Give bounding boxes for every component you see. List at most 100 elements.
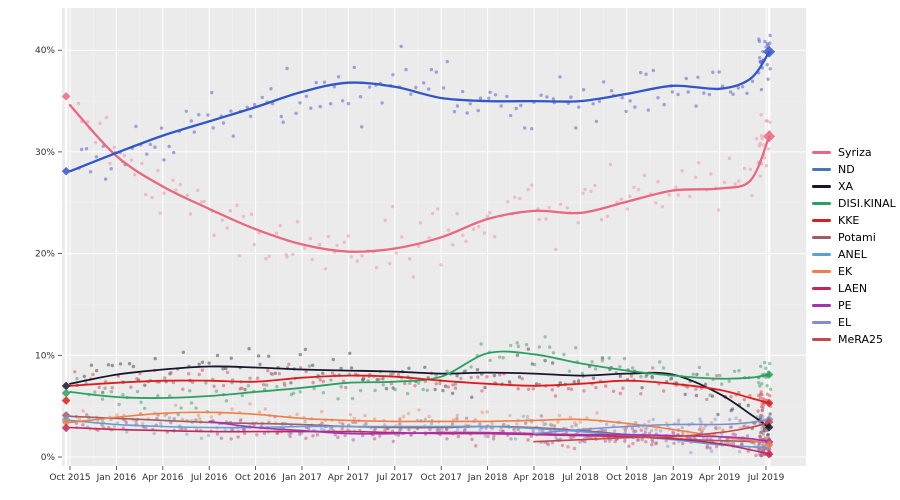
poll-point-Syriza (694, 175, 698, 179)
poll-point-EL (632, 430, 636, 434)
poll-point-Potami (681, 441, 685, 446)
poll-point-KKE (200, 368, 205, 372)
poll-point-ND (684, 76, 688, 81)
poll-point-ANEL (456, 427, 460, 432)
poll-point-DISI.KINAL (425, 388, 429, 392)
poll-point-Syriza (709, 172, 713, 176)
poll-point-XA (450, 391, 455, 395)
poll-point-KKE (377, 377, 381, 381)
poll-point-ND (269, 87, 273, 91)
poll-point-ND (519, 103, 523, 108)
poll-point-Syriza (547, 205, 551, 210)
poll-point-ND (103, 177, 108, 181)
poll-point-DISI.KINAL (139, 400, 143, 404)
poll-point-ND (545, 95, 549, 99)
poll-point-ND (488, 90, 492, 95)
legend-item-DISI.KINAL: DISI.KINAL (812, 195, 896, 212)
poll-point-Potami (630, 426, 635, 430)
poll-point-EL (713, 417, 717, 421)
poll-point-XA (640, 386, 644, 390)
election-diamond-EK (764, 440, 774, 449)
poll-point-Potami (351, 420, 355, 424)
poll-point-Potami (255, 433, 259, 437)
poll-point-DISI.KINAL (408, 381, 412, 385)
poll-point-EK (485, 410, 489, 414)
poll-point-Syriza (430, 211, 435, 216)
poll-point-Syriza (485, 214, 490, 218)
poll-point-DISI.KINAL (416, 381, 421, 385)
poll-point-ND (581, 88, 586, 92)
poll-point-PE (409, 433, 413, 437)
poll-point-DISI.KINAL (737, 369, 741, 373)
poll-point-Syriza (188, 212, 193, 216)
poll-point-KKE (403, 381, 407, 386)
poll-point-DISI.KINAL (590, 360, 594, 364)
poll-point-Syriza (267, 254, 271, 258)
poll-point-PE (462, 428, 467, 432)
poll-point-MeRA25 (560, 443, 565, 448)
poll-point-XA (746, 403, 750, 408)
legend-item-EK: EK (812, 263, 896, 280)
poll-point-DISI.KINAL (421, 387, 425, 392)
x-tick-label: Jul 2017 (375, 473, 413, 483)
poll-point-Syriza (762, 156, 767, 160)
poll-point-KKE (451, 383, 455, 387)
legend-item-KKE: KKE (812, 212, 896, 229)
poll-point-MeRA25 (721, 428, 725, 432)
poll-point-MeRA25 (728, 425, 733, 429)
poll-point-DISI.KINAL (100, 397, 105, 401)
poll-point-ND (248, 114, 253, 119)
poll-point-EK (595, 411, 599, 415)
poll-point-EK (417, 408, 421, 412)
poll-point-ND (455, 104, 460, 108)
poll-point-DISI.KINAL (593, 367, 598, 371)
legend-swatch-PE (812, 304, 831, 307)
poll-point-Syriza (558, 202, 563, 206)
poll-point-XA (215, 353, 220, 358)
poll-point-Syriza (766, 147, 771, 151)
poll-point-DISI.KINAL (644, 374, 648, 379)
poll-point-Syriza (750, 193, 754, 198)
poll-point-XA (247, 347, 251, 351)
poll-point-DISI.KINAL (732, 369, 737, 374)
poll-point-Syriza (733, 182, 737, 186)
poll-point-XA (153, 356, 157, 361)
poll-point-XA (303, 347, 308, 352)
poll-point-ND (231, 134, 235, 138)
poll-point-LAEN (124, 420, 128, 425)
poll-point-ND (159, 126, 164, 130)
poll-point-Syriza (108, 161, 112, 166)
poll-point-Syriza (759, 134, 764, 138)
poll-point-KKE (748, 394, 752, 398)
poll-point-ND (741, 85, 745, 89)
legend-swatch-EK (812, 270, 831, 273)
legend-swatch-XA (812, 185, 831, 188)
poll-point-Potami (502, 422, 506, 427)
poll-point-ANEL (483, 434, 487, 438)
poll-point-XA (197, 362, 201, 366)
poll-point-LAEN (526, 438, 530, 442)
legend-label: EL (838, 316, 852, 329)
poll-point-MeRA25 (566, 445, 570, 449)
poll-point-DISI.KINAL (179, 406, 183, 410)
poll-point-MeRA25 (671, 430, 675, 434)
poll-point-ND (441, 86, 446, 90)
poll-point-ND (192, 130, 196, 134)
poll-point-EL (698, 417, 702, 421)
legend-swatch-ND (812, 168, 831, 171)
poll-point-XA (200, 360, 205, 364)
poll-point-ND (229, 109, 233, 113)
poll-point-XA (683, 392, 687, 397)
poll-point-LAEN (242, 431, 247, 436)
x-tick-label: Jan 2017 (281, 473, 322, 483)
poll-point-DISI.KINAL (121, 393, 125, 397)
poll-point-Syriza (235, 203, 239, 207)
poll-point-EK (352, 416, 356, 421)
poll-point-KKE (318, 378, 322, 382)
poll-point-Syriza (439, 263, 443, 267)
poll-point-ND (285, 66, 289, 71)
poll-point-Syriza (476, 224, 481, 229)
poll-point-Syriza (411, 275, 415, 279)
poll-point-XA (703, 382, 708, 386)
